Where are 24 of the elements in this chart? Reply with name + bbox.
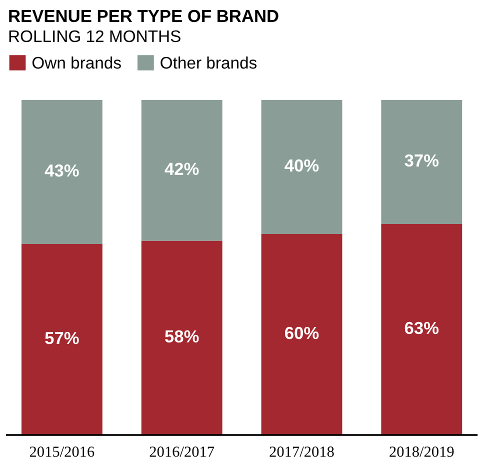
- data-label: 58%: [165, 330, 199, 343]
- data-label: 43%: [44, 164, 79, 177]
- x-tick-label: 2015/2016: [30, 446, 94, 457]
- legend-label: Own brands: [32, 56, 121, 69]
- legend-label: Other brands: [160, 56, 257, 69]
- bar: [381, 224, 462, 435]
- data-label: 60%: [285, 326, 319, 340]
- bar: [141, 240, 222, 435]
- bar: [261, 234, 342, 435]
- bar: [261, 100, 342, 234]
- data-label: 57%: [45, 332, 79, 344]
- data-label: 37%: [404, 154, 439, 167]
- chart-subtitle: ROLLING 12 MONTHS: [9, 30, 180, 42]
- bar: [381, 100, 462, 224]
- bar: [141, 100, 222, 241]
- data-label: 42%: [164, 162, 199, 175]
- bar: [21, 100, 102, 244]
- bar: [21, 244, 102, 435]
- x-tick-label: 2016/2017: [150, 446, 214, 457]
- x-tick-label: 2017/2018: [270, 446, 334, 457]
- chart-title: REVENUE PER TYPE OF BRAND: [9, 10, 278, 22]
- data-label: 63%: [404, 322, 439, 334]
- data-label: 40%: [284, 159, 319, 172]
- x-tick-label: 2018/2019: [390, 446, 454, 457]
